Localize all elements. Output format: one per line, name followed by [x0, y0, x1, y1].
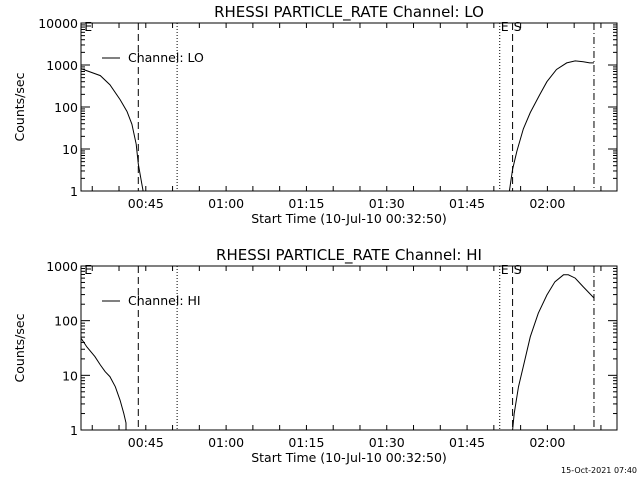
x-axis-label: Start Time (10-Jul-10 00:32:50): [251, 211, 447, 226]
event-marker-label: E: [501, 19, 509, 34]
y-axis-label: Counts/sec: [12, 313, 27, 382]
y-tick-label: 1000: [46, 58, 78, 73]
x-tick-label: 02:00: [529, 196, 565, 211]
legend-label: Channel: HI: [128, 293, 201, 308]
x-tick-label: 02:00: [529, 435, 565, 450]
y-axis-label: Counts/sec: [12, 72, 27, 141]
y-tick-label: 1: [70, 423, 78, 438]
y-tick-label: 10: [62, 142, 78, 157]
x-tick-label: 01:30: [369, 435, 405, 450]
x-tick-label: 01:00: [208, 196, 244, 211]
event-marker-label: S: [514, 262, 522, 277]
y-tick-label: 1000: [46, 259, 78, 274]
x-tick-label: 01:15: [288, 196, 324, 211]
event-marker-label: E: [84, 19, 92, 34]
y-tick-label: 10000: [38, 16, 78, 31]
event-marker-label: E: [84, 262, 92, 277]
plot-frame: [80, 22, 618, 192]
data-line: [512, 274, 595, 431]
y-tick-label: 100: [54, 314, 78, 329]
footer-timestamp: 15-Oct-2021 07:40: [561, 466, 637, 475]
panel-lo: RHESSI PARTICLE_RATE Channel: LO 00:45 01:…: [12, 3, 618, 226]
data-line: [80, 68, 144, 192]
y-tick-label: 1: [70, 184, 78, 199]
panel-hi: RHESSI PARTICLE_RATE Channel: HI 00:45 01:…: [12, 246, 618, 465]
x-tick-label: 01:15: [288, 435, 324, 450]
x-tick-label: 00:45: [128, 435, 164, 450]
chart-title: RHESSI PARTICLE_RATE Channel: LO: [214, 3, 484, 22]
event-marker-label: E: [501, 262, 509, 277]
legend-label: Channel: LO: [128, 50, 204, 65]
x-tick-label: 01:45: [449, 196, 485, 211]
x-axis-label: Start Time (10-Jul-10 00:32:50): [251, 450, 447, 465]
chart-title: RHESSI PARTICLE_RATE Channel: HI: [216, 246, 482, 265]
x-tick-label: 01:45: [449, 435, 485, 450]
y-tick-label: 10: [62, 368, 78, 383]
event-marker-label: S: [514, 19, 522, 34]
x-tick-label: 01:30: [369, 196, 405, 211]
y-tick-label: 100: [54, 100, 78, 115]
data-line: [80, 337, 127, 430]
x-tick-label: 01:00: [208, 435, 244, 450]
plot-frame: [80, 265, 618, 431]
data-line: [508, 60, 594, 192]
x-tick-label: 00:45: [128, 196, 164, 211]
